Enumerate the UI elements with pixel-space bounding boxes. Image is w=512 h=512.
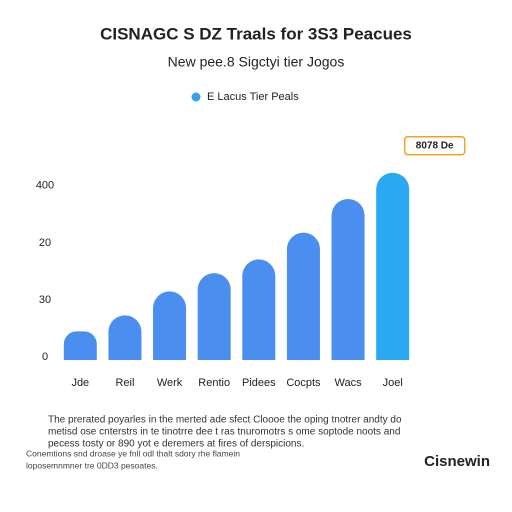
- x-tick-label: Cocpts: [286, 377, 321, 389]
- description-line: pecess tosty or 890 yot e deremers at fi…: [48, 439, 304, 450]
- chart-subtitle: New pee.8 Sigctyi tier Jogos: [168, 54, 345, 70]
- y-tick-label: 20: [39, 237, 51, 249]
- brand-logo: Cisnewin: [424, 453, 490, 470]
- legend-label: E Lacus Tier Peals: [207, 91, 299, 103]
- x-tick-label: Werk: [157, 377, 183, 389]
- legend-swatch: [191, 92, 201, 102]
- bar: [331, 198, 365, 360]
- annotation-box: [403, 135, 466, 156]
- bar: [242, 259, 276, 360]
- y-tick-label: 30: [39, 294, 51, 306]
- y-tick-label: 400: [36, 180, 54, 192]
- description-line: The prerated poyarles in the merted ade …: [48, 415, 402, 426]
- annotation: 8078 De: [416, 140, 454, 151]
- chart-title: CISNAGC S DZ Traals for 3S3 Peacues: [100, 24, 412, 43]
- x-tick-label: Reil: [115, 377, 134, 389]
- bar: [153, 291, 187, 360]
- bar: [376, 172, 410, 360]
- y-tick-label: 0: [42, 351, 48, 363]
- bar: [197, 273, 231, 360]
- footer-line: loposemnmner tre 0DD3 pesoates.: [26, 460, 158, 470]
- bar: [108, 315, 142, 360]
- description-line: metisd ose cnterstrs in te tinotrre dee …: [48, 427, 400, 438]
- x-tick-label: Pidees: [242, 377, 276, 389]
- footer-line: Conemtions snd droase ye fnll odl thalt …: [26, 448, 240, 458]
- bar: [286, 232, 320, 360]
- x-tick-label: Jde: [71, 377, 89, 389]
- x-tick-label: Joel: [383, 377, 403, 389]
- x-tick-label: Wacs: [335, 377, 363, 389]
- bar: [63, 331, 97, 360]
- x-tick-label: Rentio: [198, 377, 230, 389]
